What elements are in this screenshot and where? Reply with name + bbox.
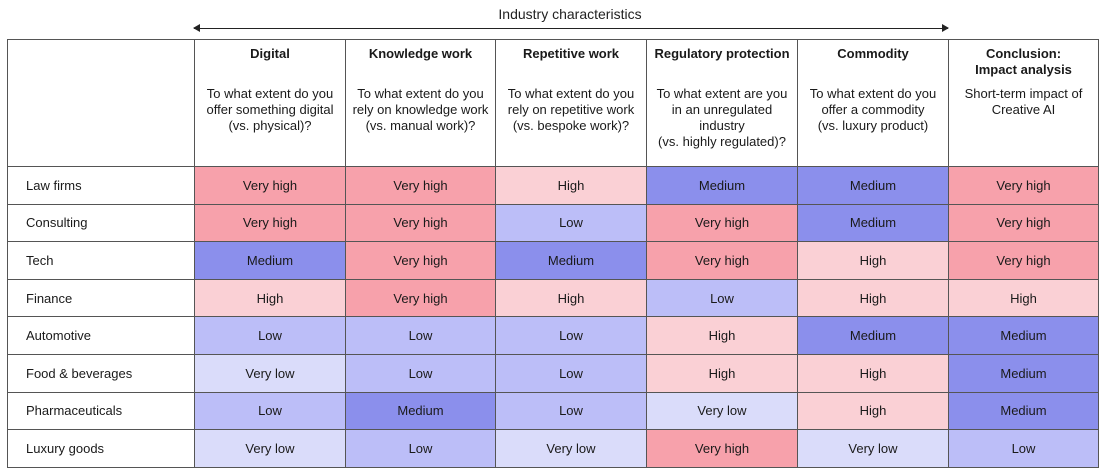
row-label: Food & beverages [7, 353, 195, 393]
rating-cell: High [646, 353, 798, 393]
rating-cell: Very high [646, 429, 798, 468]
table-row: Finance High Very high High Low High High [7, 278, 1099, 318]
rating-cell: Very high [345, 203, 496, 243]
impact-cell: Very high [948, 203, 1099, 243]
impact-table: Digital To what extent do you offer some… [7, 39, 1099, 468]
column-header: Commodity To what extent do you offer a … [797, 39, 949, 167]
rating-cell: Medium [345, 391, 496, 431]
rating-cell: Very high [646, 241, 798, 280]
rating-cell: High [646, 316, 798, 355]
rating-cell: Very low [194, 429, 346, 468]
rating-cell: Low [495, 353, 647, 393]
column-title: Knowledge work [368, 46, 473, 61]
rating-cell: Low [194, 316, 346, 355]
rating-cell: Low [495, 391, 647, 431]
rating-cell: Low [194, 391, 346, 431]
rating-cell: Medium [797, 166, 949, 205]
column-title: Digital [250, 46, 290, 61]
rating-cell: Very high [345, 166, 496, 205]
row-label: Luxury goods [7, 429, 195, 468]
column-description: To what extent do you offer something di… [206, 86, 334, 133]
column-header: Conclusion: Impact analysis Short-term im… [948, 39, 1099, 167]
rating-cell: Very high [345, 278, 496, 318]
table-row: Food & beverages Very low Low Low High High Me… [7, 353, 1099, 393]
table-row: Pharmaceuticals Low Medium Low Very low High M… [7, 391, 1099, 431]
rating-cell: Medium [797, 203, 949, 243]
row-label: Law firms [7, 166, 195, 205]
impact-cell: Medium [948, 316, 1099, 355]
rating-cell: Very low [797, 429, 949, 468]
header-row: Digital To what extent do you offer some… [7, 39, 1099, 167]
rating-cell: Low [495, 316, 647, 355]
table-row: Tech Medium Very high Medium Very high High Ve… [7, 241, 1099, 280]
impact-cell: High [948, 278, 1099, 318]
rating-cell: Very low [495, 429, 647, 468]
column-header: Knowledge work To what extent do you rel… [345, 39, 496, 167]
column-title: Regulatory protection [654, 46, 790, 61]
rating-cell: High [797, 353, 949, 393]
rating-cell: Very high [194, 203, 346, 243]
arrow-right-head [942, 24, 949, 32]
table-row: Automotive Low Low Low High Medium Medium [7, 316, 1099, 355]
corner-cell [7, 39, 195, 167]
column-title: Conclusion: Impact analysis [975, 46, 1072, 77]
row-label: Automotive [7, 316, 195, 355]
rating-cell: High [797, 391, 949, 431]
table-body: Law firms Very high Very high High Medium Med… [7, 166, 1099, 468]
rating-cell: Medium [495, 241, 647, 280]
rating-cell: Low [345, 429, 496, 468]
rating-cell: High [495, 278, 647, 318]
row-label: Pharmaceuticals [7, 391, 195, 431]
table-row: Luxury goods Very low Low Very low Very high… [7, 429, 1099, 468]
rating-cell: Low [345, 316, 496, 355]
impact-cell: Low [948, 429, 1099, 468]
rating-cell: Low [345, 353, 496, 393]
row-label: Finance [7, 278, 195, 318]
column-description: To what extent do you rely on knowledge … [352, 86, 489, 133]
rating-cell: Very low [646, 391, 798, 431]
column-header: Repetitive work To what extent do you re… [495, 39, 647, 167]
impact-cell: Very high [948, 241, 1099, 280]
rating-cell: High [495, 166, 647, 205]
column-description: To what extent are you in an unregulated… [656, 86, 788, 149]
column-header: Regulatory protection To what extent are… [646, 39, 798, 167]
rating-cell: Low [495, 203, 647, 243]
rating-cell: High [797, 278, 949, 318]
impact-cell: Very high [948, 166, 1099, 205]
row-label: Consulting [7, 203, 195, 243]
impact-cell: Medium [948, 353, 1099, 393]
rating-cell: Medium [646, 166, 798, 205]
rating-cell: Very high [646, 203, 798, 243]
table-row: Consulting Very high Very high Low Very high… [7, 203, 1099, 243]
arrow-left-head [193, 24, 200, 32]
rating-cell: High [194, 278, 346, 318]
column-header: Digital To what extent do you offer some… [194, 39, 346, 167]
column-description: To what extent do you offer a commodity(… [809, 86, 937, 133]
rating-cell: Low [646, 278, 798, 318]
rating-cell: Medium [194, 241, 346, 280]
column-description: Short-term impact of Creative AI [964, 86, 1083, 117]
row-label: Tech [7, 241, 195, 280]
double-arrow-icon [193, 24, 949, 32]
table-row: Law firms Very high Very high High Medium Med… [7, 166, 1099, 205]
impact-cell: Medium [948, 391, 1099, 431]
rating-cell: High [797, 241, 949, 280]
industry-characteristics-label: Industry characteristics [498, 6, 642, 22]
column-description: To what extent do you rely on repetitive… [507, 86, 635, 133]
column-title: Commodity [837, 46, 909, 61]
column-title: Repetitive work [522, 46, 620, 61]
rating-cell: Very high [345, 241, 496, 280]
rating-cell: Very low [194, 353, 346, 393]
rating-cell: Very high [194, 166, 346, 205]
rating-cell: Medium [797, 316, 949, 355]
